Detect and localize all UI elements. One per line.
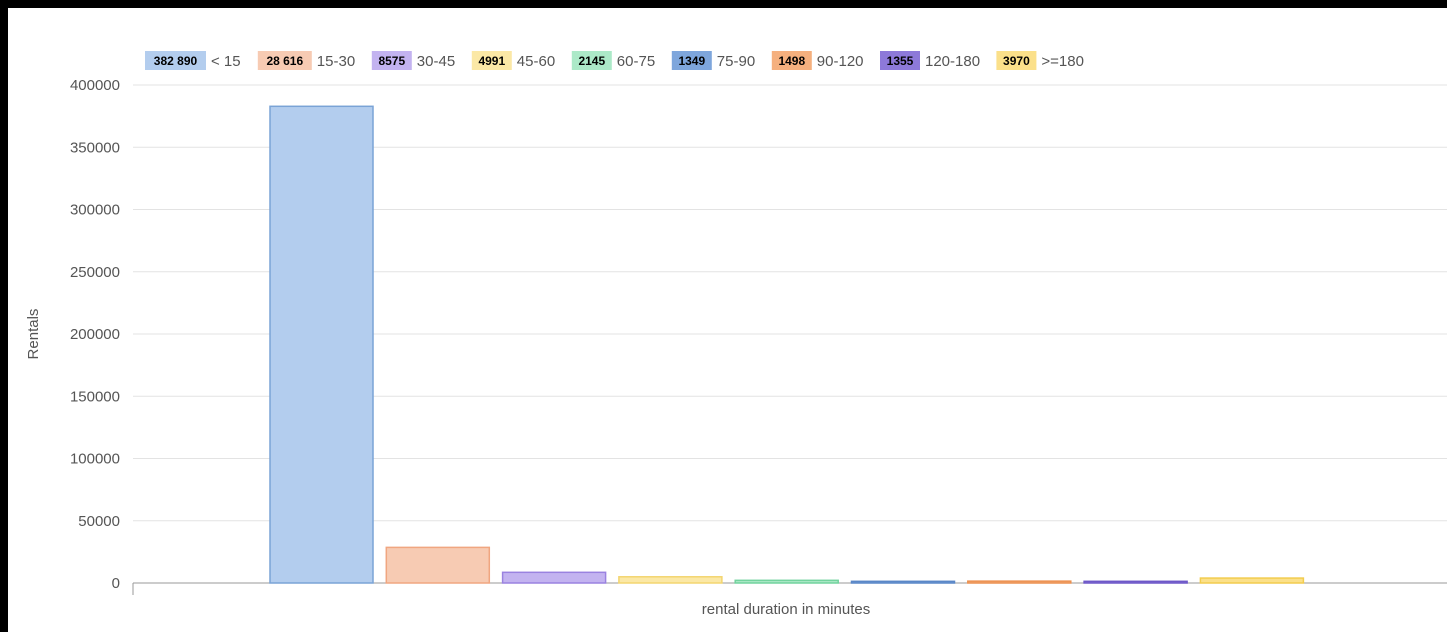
legend-label-6[interactable]: 90-120 [817,53,864,70]
legend-swatch-1[interactable] [257,51,312,70]
bar-3[interactable] [618,576,723,584]
legend-value-8: 3970 [1003,54,1030,68]
bar-0[interactable] [269,105,374,584]
legend-value-2: 8575 [378,54,405,68]
bar-7[interactable] [1083,580,1188,584]
legend-label-5[interactable]: 75-90 [717,53,755,70]
legend-value-3: 4991 [478,54,505,68]
bar-8[interactable] [1199,577,1305,584]
legend-swatch-4[interactable] [571,51,612,70]
legend-value-7: 1355 [887,54,914,68]
y-tick-label: 400000 [70,77,120,94]
y-tick-label: 0 [112,575,120,592]
legend-value-5: 1349 [678,54,705,68]
legend-swatch-6[interactable] [771,51,812,70]
legend-label-2[interactable]: 30-45 [417,53,455,70]
legend-value-0: 382 890 [154,54,198,68]
y-axis-title: Rentals [25,309,42,360]
legend-label-4[interactable]: 60-75 [617,53,655,70]
y-tick-label: 350000 [70,139,120,156]
bar-2[interactable] [501,571,607,584]
legend-swatch-0[interactable] [145,51,206,70]
x-axis-title: rental duration in minutes [702,601,870,618]
bar-chart: 0 50000 100000 150000 200000 250000 300000 3500… [25,51,1447,618]
legend-label-7[interactable]: 120-180 [925,53,980,70]
legend-swatch-5[interactable] [671,51,712,70]
legend-swatch-2[interactable] [371,51,412,70]
y-tick-label: 200000 [70,326,120,343]
bar-5[interactable] [850,580,956,584]
y-tick-label: 250000 [70,264,120,281]
legend-swatch-7[interactable] [880,51,920,70]
y-tick-label: 300000 [70,202,120,219]
bar-6[interactable] [967,580,1072,584]
y-tick-label: 150000 [70,388,120,405]
legend-value-1: 28 616 [266,54,303,68]
chart-frame: 0 50000 100000 150000 200000 250000 300000 3500… [8,8,1447,632]
legend-swatch-3[interactable] [471,51,512,70]
legend-label-0[interactable]: < 15 [211,53,241,70]
y-tick-label: 50000 [78,513,120,530]
legend-label-1[interactable]: 15-30 [317,53,355,70]
legend-value-4: 2145 [578,54,605,68]
legend-value-6: 1498 [778,54,805,68]
bar-1[interactable] [385,546,491,584]
legend-swatch-8[interactable] [996,51,1037,70]
legend-label-8[interactable]: >=180 [1041,53,1084,70]
legend-label-3[interactable]: 45-60 [517,53,555,70]
y-tick-label: 100000 [70,451,120,468]
bar-4[interactable] [734,579,839,584]
